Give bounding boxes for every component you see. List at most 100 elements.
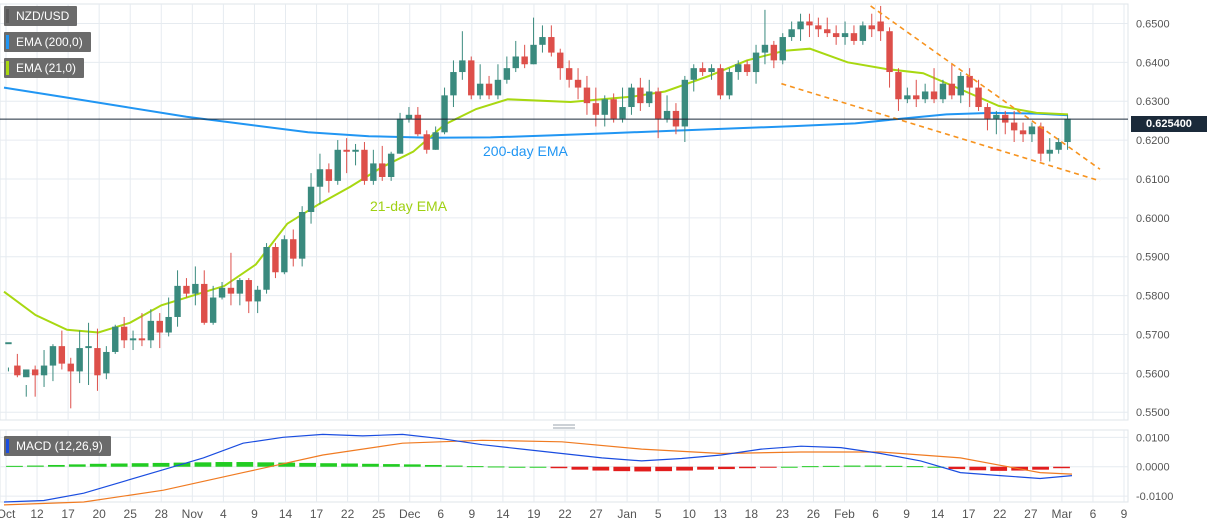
macd-histogram-bar <box>843 465 861 467</box>
macd-histogram-bar <box>969 466 987 471</box>
macd-histogram-bar <box>739 466 756 469</box>
candle-body <box>379 163 386 178</box>
candle-body <box>476 83 484 96</box>
macd-histogram-bar <box>47 464 65 467</box>
candle-body <box>1019 130 1027 135</box>
macd-histogram-bar <box>6 465 23 467</box>
x-tick-label: 17 <box>310 507 324 521</box>
candle-body <box>218 287 226 298</box>
candle-body <box>58 346 66 364</box>
candle-body <box>512 56 519 69</box>
macd-histogram-bar <box>152 462 170 467</box>
candle-body <box>966 75 973 88</box>
series-swatch <box>6 61 9 75</box>
candle-body <box>468 60 475 96</box>
candle-body <box>610 99 617 119</box>
candle-body <box>619 107 626 119</box>
candle-body <box>147 320 155 341</box>
candle-body <box>654 91 662 119</box>
candle-body <box>343 149 350 152</box>
macd-histogram-bar <box>655 466 673 472</box>
candle-body <box>895 72 902 100</box>
candle-body <box>984 107 991 119</box>
series-swatch <box>6 35 9 49</box>
candle-body <box>726 72 733 96</box>
candle-body <box>815 25 822 30</box>
current-price-label: 0.625400 <box>1131 116 1207 132</box>
y-tick-label: 0.6500 <box>1136 18 1170 30</box>
candle-body <box>396 118 404 154</box>
ema21-line <box>3 47 1069 334</box>
candle-body <box>290 239 297 259</box>
macd-histogram-bar <box>445 465 463 467</box>
x-tick-label: 20 <box>92 507 106 521</box>
candle-body <box>263 246 270 290</box>
x-tick-label: 19 <box>527 507 541 521</box>
macd-histogram-bar <box>529 466 547 468</box>
candle-body <box>743 64 751 73</box>
candle-body <box>1028 126 1036 135</box>
macd-histogram-bar <box>194 462 212 467</box>
ema200-line <box>3 86 1069 139</box>
macd-histogram-bar <box>110 463 128 467</box>
series-swatch <box>6 439 9 453</box>
candle-body <box>494 79 502 96</box>
x-tick-label: 14 <box>496 507 510 521</box>
candle-body <box>690 68 697 80</box>
x-tick-label: 10 <box>683 507 697 521</box>
candle-body <box>539 37 546 45</box>
x-tick-label: 26 <box>807 507 821 521</box>
candle-body <box>192 283 199 294</box>
candle-body <box>752 52 760 73</box>
macd-histogram-bar <box>822 465 840 467</box>
falling-wedge-trendline <box>781 82 1101 182</box>
macd-histogram-bar <box>948 466 966 470</box>
candle-body <box>788 29 795 38</box>
y-tick-label: 0.6400 <box>1136 57 1170 69</box>
candle-body <box>770 44 778 61</box>
x-tick-label: 4 <box>220 507 227 521</box>
candle-body <box>877 21 884 32</box>
candle-body <box>5 342 12 345</box>
candle-body <box>1064 118 1071 143</box>
candle-body <box>94 348 101 376</box>
x-tick-label: Dec <box>399 507 420 521</box>
candle-body <box>334 149 341 181</box>
candle-body <box>948 83 956 96</box>
legend-label: EMA (200,0) <box>16 35 83 49</box>
macd-histogram-bar <box>131 463 149 467</box>
candle-body <box>1046 149 1053 154</box>
candle-body <box>103 351 110 374</box>
candle-body <box>735 64 742 73</box>
candle-body <box>717 68 724 96</box>
macd-histogram-bar <box>634 466 652 472</box>
legend-nzdusd: NZD/USD <box>4 6 78 26</box>
macd-histogram-bar <box>383 464 400 467</box>
y-tick-label: 0.6200 <box>1136 135 1170 147</box>
candle-body <box>414 114 422 135</box>
y-tick-label: 0.0000 <box>1136 462 1170 474</box>
candle-body <box>824 29 831 34</box>
x-tick-label: 12 <box>30 507 44 521</box>
candle-body <box>76 348 83 372</box>
candle-body <box>841 33 849 38</box>
candle-body <box>503 68 511 80</box>
candle-body <box>405 114 413 119</box>
x-tick-label: 14 <box>279 507 293 521</box>
candle-body <box>601 99 608 115</box>
series-swatch <box>6 9 9 23</box>
candle-body <box>1037 126 1045 154</box>
candle-body <box>209 297 217 323</box>
ema21-annotation: 21-day EMA <box>370 198 448 214</box>
candle-body <box>681 79 689 127</box>
y-tick-label: 0.5600 <box>1136 368 1170 380</box>
candle-body <box>14 365 21 376</box>
macd-histogram-bar <box>257 462 275 467</box>
candle-body <box>361 149 368 181</box>
x-tick-label: Nov <box>182 507 203 521</box>
candle-body <box>49 346 57 366</box>
candle-body <box>138 338 146 341</box>
y-tick-label: 0.5800 <box>1136 291 1170 303</box>
candle-body <box>245 280 252 302</box>
legend-label: EMA (21,0) <box>16 61 77 75</box>
